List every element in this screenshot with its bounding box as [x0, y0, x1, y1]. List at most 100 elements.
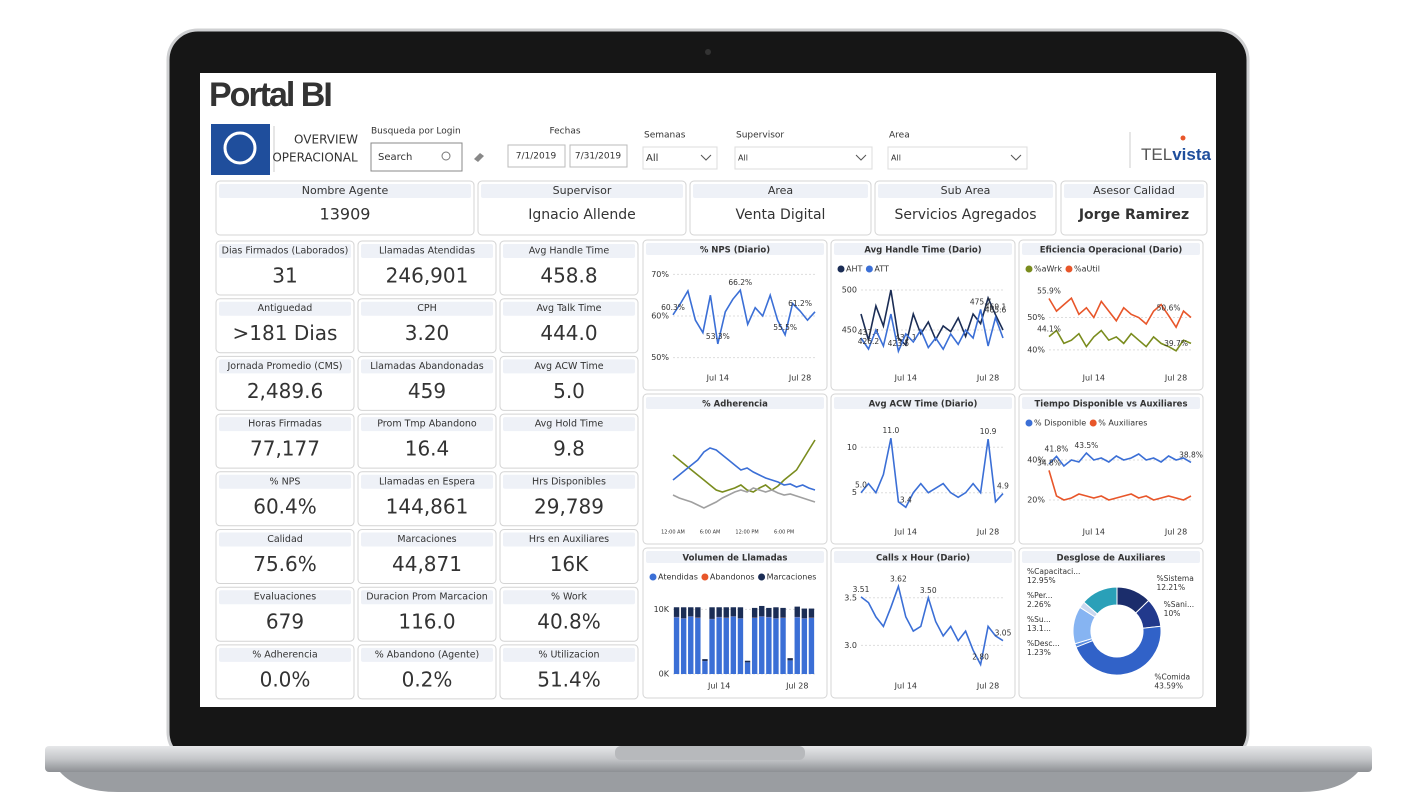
bar-segment [688, 607, 694, 617]
bar-segment [709, 619, 715, 674]
kpi-card-header [361, 417, 493, 432]
kpi-card-header [219, 590, 351, 605]
kpi-value: 77,177 [250, 437, 320, 461]
y-tick-label: 40% [1027, 456, 1045, 465]
x-tick-label: Jul 28 [976, 374, 999, 383]
line-series [860, 309, 1004, 354]
bar-segment [751, 607, 758, 618]
brand-part: vista [1172, 145, 1211, 164]
chart-title-bar [1022, 551, 1200, 563]
chart-panel [830, 393, 1016, 545]
kpi-card-header [219, 474, 351, 489]
kpi-label: Antiguedad [258, 303, 313, 314]
x-tick-label: 6:00 AM [700, 530, 721, 536]
kpi-card-header [503, 244, 635, 258]
weeks-label: Semanas [644, 131, 686, 141]
kpi-card-header [503, 417, 635, 432]
data-label: 4.9 [997, 482, 1009, 491]
dates-label: Fechas [549, 127, 580, 137]
legend-swatch [837, 265, 845, 273]
kpi-card-header [219, 417, 351, 432]
kpi-value: 60.4% [253, 494, 317, 518]
kpi-label: Prom Tmp Abandono [377, 419, 477, 430]
dashboard: Portal BI OVERVIEW OPERACIONAL Busqueda por… [209, 76, 1211, 700]
chart-title: Avg ACW Time (Diario) [869, 400, 978, 410]
supervisor-label: Supervisor [736, 131, 784, 141]
info-value: Jorge Ramirez [1078, 207, 1189, 223]
data-label: 3.51 [853, 585, 870, 594]
kpi-card-header [503, 359, 635, 374]
laptop-notch [615, 746, 805, 760]
line-series [860, 289, 1004, 347]
bar-segment [744, 662, 751, 674]
bar-segment [709, 607, 715, 619]
supervisor-dropdown[interactable] [734, 146, 873, 170]
x-tick-label: Jul 28 [788, 374, 811, 383]
bar-segment [673, 607, 680, 617]
bar-segment [716, 617, 722, 674]
kpi-card-header [503, 301, 635, 316]
bar-segment [759, 605, 765, 617]
kpi-label: % Adherencia [252, 649, 318, 660]
date-from: 7/1/2019 [516, 152, 557, 162]
bar-segment [737, 607, 744, 619]
donut-value: 2.26% [1027, 600, 1051, 609]
data-label: 43.5% [1074, 441, 1098, 450]
kpi-label: Hrs en Auxiliares [529, 534, 609, 545]
legend-label: AHT [846, 265, 862, 274]
info-card-header [1064, 184, 1204, 198]
line-series [672, 288, 816, 345]
weeks-dropdown[interactable] [642, 146, 718, 170]
y-tick-label: 500 [842, 286, 857, 295]
logo-line1: OVERVIEW [294, 133, 358, 147]
data-label: 10.9 [980, 427, 997, 436]
donut-value: 13.1... [1027, 624, 1051, 633]
bar-segment [688, 616, 694, 674]
kpi-card-header [361, 301, 493, 316]
chart-title: Desglose de Auxiliares [1057, 554, 1166, 564]
data-label: 60.3% [661, 303, 685, 312]
kpi-label: % Utilizacion [538, 649, 599, 660]
date-from-box[interactable] [507, 144, 566, 168]
info-value: Ignacio Allende [528, 207, 635, 223]
kpi-card-header [219, 244, 351, 258]
x-tick-label: Jul 14 [894, 528, 917, 537]
kpi-label: Llamadas Atendidas [379, 246, 475, 257]
info-card-header [219, 184, 471, 198]
bar-segment [737, 618, 744, 674]
kpi-value: 679 [266, 610, 304, 634]
x-tick-label: Jul 28 [976, 682, 999, 691]
kpi-value: 16.4 [405, 437, 450, 461]
legend-swatch [1025, 265, 1033, 273]
bar-segment [730, 607, 737, 617]
donut-label: %Capacitaci... [1027, 567, 1080, 576]
area-dropdown[interactable] [887, 146, 1028, 170]
data-label: 475.7 [970, 297, 992, 306]
x-tick-label: Jul 14 [1082, 528, 1105, 537]
date-to-box[interactable] [569, 144, 628, 168]
legend-label: %aUtil [1074, 265, 1100, 274]
info-card-header [878, 184, 1053, 198]
info-card-header [481, 184, 683, 198]
kpi-value: 459 [408, 379, 446, 403]
x-tick-label: 12:00 PM [735, 530, 758, 536]
legend-swatch [649, 573, 657, 581]
legend-swatch [865, 265, 873, 273]
search-box[interactable] [370, 142, 463, 172]
donut-label: %Desc... [1027, 639, 1060, 648]
chart-panel [1018, 547, 1204, 699]
eraser-icon[interactable] [474, 153, 484, 162]
kpi-card-header [361, 590, 493, 605]
line-series [1048, 329, 1192, 352]
x-tick-label: Jul 14 [894, 682, 917, 691]
data-label: 3.62 [890, 574, 907, 583]
chart-panel [830, 239, 1016, 391]
kpi-value: 40.8% [537, 610, 601, 634]
kpi-label: % Abandono (Agente) [375, 649, 480, 660]
chart-title: % Adherencia [702, 400, 768, 410]
bar-segment [751, 617, 758, 674]
legend-swatch [701, 573, 709, 581]
kpi-value: 51.4% [537, 667, 601, 691]
kpi-label: Jornada Promedio (CMS) [226, 361, 342, 372]
data-label: 53.3% [706, 332, 730, 341]
